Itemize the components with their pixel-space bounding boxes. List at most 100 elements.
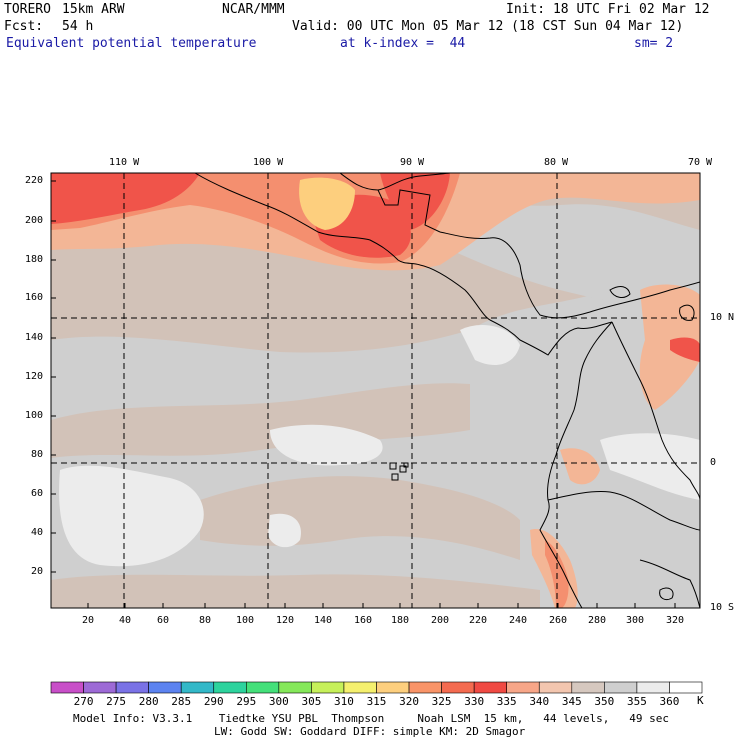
forecast-hour: 54 h — [62, 19, 94, 34]
lon-label: 90 W — [400, 157, 425, 168]
color-bar-swatch — [50, 681, 84, 694]
x-grid-label: 240 — [509, 615, 528, 626]
color-bar-swatch — [441, 681, 475, 694]
y-grid-label: 120 — [25, 371, 44, 382]
field-region-330-coast — [670, 337, 700, 362]
color-bar-label: 350 — [594, 695, 615, 708]
color-bar-swatch — [343, 681, 377, 694]
color-bar-label: 345 — [561, 695, 582, 708]
field-name: Equivalent potential temperature — [6, 36, 257, 51]
x-grid-label: 320 — [666, 615, 685, 626]
color-bar-label: 290 — [203, 695, 224, 708]
lon-label: 100 W — [253, 157, 284, 168]
field-region-355-c — [600, 433, 700, 500]
x-grid-label: 280 — [588, 615, 607, 626]
brazil-border — [639, 559, 700, 608]
caribbean-coast — [439, 231, 700, 319]
x-grid-label: 180 — [391, 615, 410, 626]
lon-label: 110 W — [109, 157, 140, 168]
color-bar-swatch — [506, 681, 540, 694]
level-index: at k-index = 44 — [340, 36, 466, 51]
color-bar-swatch — [115, 681, 149, 694]
lon-label: 70 W — [688, 157, 713, 168]
x-grid-label: 160 — [354, 615, 373, 626]
lat-label: 10 S — [710, 602, 735, 613]
field-region-330-c — [380, 173, 450, 230]
color-bar-swatch — [311, 681, 345, 694]
color-bar-swatch — [148, 681, 182, 694]
island-jamaica — [609, 286, 631, 298]
model-info: Model Info: V3.3.1 Tiedtke YSU PBL Thomp… — [73, 712, 670, 725]
x-grid-label: 140 — [314, 615, 333, 626]
init-time: Init: 18 UTC Fri 02 Mar 12 — [506, 2, 710, 17]
color-bar-swatch — [278, 681, 312, 694]
valid-time: Valid: 00 UTC Mon 05 Mar 12 (18 CST Sun … — [292, 19, 684, 34]
x-grid-label: 80 — [199, 615, 212, 626]
color-bar-label: 325 — [431, 695, 452, 708]
color-bar-label: 295 — [236, 695, 257, 708]
field-region-340-andes — [560, 448, 600, 485]
color-bar-label: 280 — [138, 695, 159, 708]
color-bar-swatch — [604, 681, 638, 694]
x-grid-label: 300 — [626, 615, 645, 626]
color-bar-label: 275 — [106, 695, 127, 708]
color-bar-swatch — [213, 681, 247, 694]
color-bar-swatch — [571, 681, 605, 694]
y-grid-label: 220 — [25, 175, 44, 186]
lon-label: 80 W — [544, 157, 569, 168]
color-bar-swatch — [473, 681, 507, 694]
galapagos-islands — [389, 462, 409, 481]
field-band-345-c — [51, 574, 540, 608]
color-bar-label: 315 — [366, 695, 387, 708]
y-grid-label: 140 — [25, 332, 44, 343]
model-resolution: 15km ARW — [62, 2, 125, 17]
color-bar-label: 355 — [626, 695, 647, 708]
y-grid-label: 200 — [25, 215, 44, 226]
field-region-330 — [51, 173, 200, 224]
color-bar-swatch — [376, 681, 410, 694]
lat-label: 10 N — [710, 312, 735, 323]
y-grid-label: 60 — [31, 488, 44, 499]
map-frame — [50, 172, 701, 609]
field-region-355-e — [268, 513, 301, 548]
color-bar-swatch — [669, 681, 703, 694]
color-bar-swatch — [538, 681, 573, 694]
color-bar-label: 310 — [334, 695, 354, 708]
south-america-west-coast — [539, 321, 613, 608]
x-grid-label: 220 — [469, 615, 488, 626]
x-grid-label: 40 — [119, 615, 132, 626]
color-bar-swatch — [180, 681, 215, 694]
smoothing: sm= 2 — [634, 36, 674, 51]
map-fill — [51, 173, 700, 608]
y-grid-label: 160 — [25, 292, 44, 303]
central-america-coast — [419, 264, 613, 356]
color-bar-label: 335 — [496, 695, 517, 708]
lat-lon-grid — [51, 173, 700, 608]
coastlines — [194, 173, 700, 608]
field-region-355-b — [270, 424, 383, 466]
lat-label: 0 — [710, 457, 717, 468]
color-bar-label: 340 — [529, 695, 550, 708]
x-grid-label: 200 — [431, 615, 450, 626]
peru-border — [547, 491, 700, 531]
island-coast-north — [679, 304, 695, 321]
x-grid-label: 20 — [82, 615, 95, 626]
field-region-355-d — [460, 325, 520, 365]
color-bar-label: 330 — [464, 695, 485, 708]
color-bar-label: 360 — [659, 695, 680, 708]
x-grid-label: 260 — [549, 615, 568, 626]
x-grid-label: 100 — [236, 615, 255, 626]
field-region-355-a — [59, 465, 204, 567]
y-grid-label: 80 — [31, 449, 44, 460]
color-bar-label: 305 — [301, 695, 322, 708]
y-grid-label: 20 — [31, 566, 44, 577]
y-grid-label: 40 — [31, 527, 44, 538]
physics-info: LW: Godd SW: Goddard DIFF: simple KM: 2D… — [214, 725, 526, 738]
organization: NCAR/MMM — [222, 2, 285, 17]
x-grid-label: 120 — [276, 615, 295, 626]
axis-ticks — [51, 180, 676, 608]
x-grid-label: 60 — [157, 615, 170, 626]
field-region-340-coast — [639, 284, 700, 410]
